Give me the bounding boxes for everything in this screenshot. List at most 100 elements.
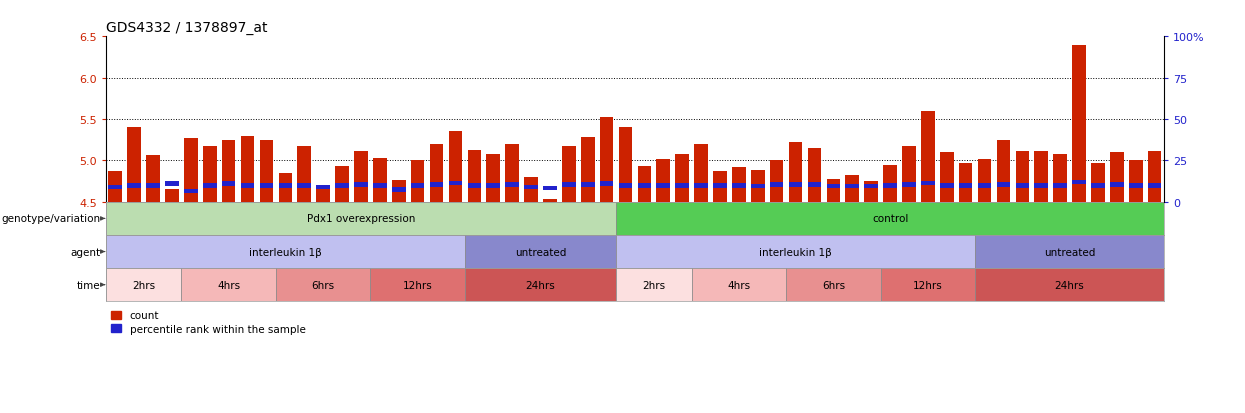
Bar xyxy=(616,235,975,268)
Bar xyxy=(184,189,198,194)
Bar xyxy=(464,235,616,268)
Bar xyxy=(880,268,975,301)
Bar xyxy=(448,132,462,202)
Bar xyxy=(182,268,276,301)
Bar xyxy=(374,183,387,188)
Bar xyxy=(374,159,387,202)
Bar xyxy=(789,143,802,202)
Bar xyxy=(808,183,822,187)
Bar xyxy=(845,184,859,189)
Bar xyxy=(371,268,464,301)
Text: genotype/variation: genotype/variation xyxy=(1,214,101,224)
Text: 24hrs: 24hrs xyxy=(525,280,555,290)
Bar xyxy=(600,182,614,186)
Text: 24hrs: 24hrs xyxy=(1055,280,1084,290)
Bar xyxy=(448,181,462,185)
Bar xyxy=(505,145,519,202)
Bar xyxy=(146,183,159,188)
Bar xyxy=(1129,183,1143,188)
Bar xyxy=(637,167,651,202)
Bar xyxy=(1072,45,1086,202)
Bar xyxy=(732,183,746,188)
Bar xyxy=(1053,183,1067,188)
Bar xyxy=(845,176,859,202)
Bar xyxy=(675,154,688,202)
Bar xyxy=(106,202,616,235)
Bar xyxy=(203,147,217,202)
Bar xyxy=(692,268,786,301)
Bar xyxy=(903,183,916,187)
Bar xyxy=(127,183,141,188)
Bar xyxy=(940,183,954,188)
Bar xyxy=(789,183,802,187)
Bar xyxy=(883,183,896,188)
Bar xyxy=(977,183,991,188)
Bar xyxy=(695,145,708,202)
Bar xyxy=(524,185,538,190)
Text: 6hrs: 6hrs xyxy=(822,280,845,290)
Bar xyxy=(1016,183,1030,188)
Bar xyxy=(524,178,538,202)
Bar xyxy=(959,164,972,202)
Bar xyxy=(619,128,632,202)
Bar xyxy=(240,183,254,188)
Bar xyxy=(561,183,575,187)
Bar xyxy=(1111,153,1124,202)
Bar xyxy=(1091,183,1104,188)
Bar xyxy=(543,186,557,190)
Bar xyxy=(940,153,954,202)
Bar xyxy=(487,154,500,202)
Bar xyxy=(240,136,254,202)
Bar xyxy=(298,147,311,202)
Bar xyxy=(864,182,878,202)
Bar xyxy=(1148,183,1162,188)
Bar xyxy=(106,235,464,268)
Text: 12hrs: 12hrs xyxy=(402,280,432,290)
Bar xyxy=(883,165,896,202)
Bar xyxy=(561,147,575,202)
Bar xyxy=(675,183,688,188)
Bar xyxy=(392,188,406,192)
Bar xyxy=(827,179,840,202)
Bar xyxy=(769,183,783,187)
Bar xyxy=(713,172,727,202)
Bar xyxy=(298,183,311,188)
Bar xyxy=(505,183,519,187)
Text: 4hrs: 4hrs xyxy=(217,280,240,290)
Bar xyxy=(354,151,367,202)
Bar xyxy=(975,235,1164,268)
Bar xyxy=(430,183,443,187)
Bar xyxy=(1129,161,1143,202)
Text: 2hrs: 2hrs xyxy=(642,280,665,290)
Bar xyxy=(276,268,370,301)
Bar xyxy=(616,202,1164,235)
Bar xyxy=(786,268,880,301)
Bar xyxy=(975,268,1164,301)
Bar xyxy=(600,117,614,202)
Bar xyxy=(997,140,1010,202)
Bar xyxy=(1072,180,1086,185)
Bar xyxy=(808,149,822,202)
Bar xyxy=(166,182,179,186)
Text: Pdx1 overexpression: Pdx1 overexpression xyxy=(306,214,415,224)
Bar xyxy=(354,183,367,187)
Bar xyxy=(203,183,217,188)
Bar xyxy=(1035,151,1048,202)
Text: 4hrs: 4hrs xyxy=(727,280,751,290)
Bar xyxy=(184,139,198,202)
Bar xyxy=(222,140,235,202)
Bar xyxy=(222,182,235,186)
Bar xyxy=(335,183,349,188)
Bar xyxy=(468,183,481,188)
Text: 6hrs: 6hrs xyxy=(311,280,335,290)
Bar xyxy=(108,185,122,190)
Text: 12hrs: 12hrs xyxy=(913,280,942,290)
Text: 2hrs: 2hrs xyxy=(132,280,156,290)
Bar xyxy=(921,112,935,202)
Bar xyxy=(864,184,878,189)
Legend: count, percentile rank within the sample: count, percentile rank within the sample xyxy=(111,311,306,334)
Bar xyxy=(1053,154,1067,202)
Bar xyxy=(713,183,727,188)
Bar xyxy=(1016,151,1030,202)
Bar xyxy=(751,171,764,202)
